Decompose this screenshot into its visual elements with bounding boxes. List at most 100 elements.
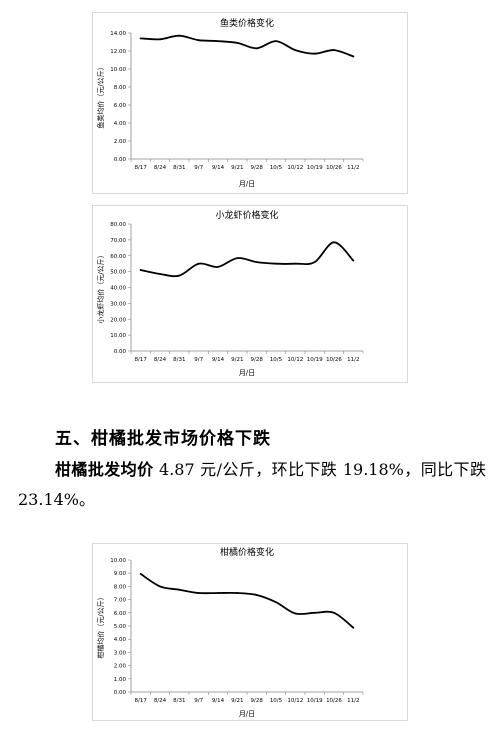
data-point <box>159 585 161 588</box>
citrus-summary-paragraph: 柑橘批发均价 4.87 元/公斤，环比下跌 19.18%，同比下跌 23.14%… <box>18 455 486 515</box>
data-point <box>217 40 219 42</box>
y-tick-label: 7.00 <box>114 598 127 604</box>
x-tick-label: 10/26 <box>326 165 342 171</box>
data-point <box>159 38 161 41</box>
x-tick-label: 11/2 <box>347 698 359 704</box>
y-tick-label: 2.00 <box>114 139 127 145</box>
data-point <box>294 612 297 615</box>
data-point <box>197 592 200 594</box>
data-point <box>255 594 258 596</box>
x-tick-label: 10/19 <box>307 698 323 704</box>
data-point <box>178 588 181 591</box>
x-tick-label: 9/7 <box>194 698 203 704</box>
data-point <box>236 257 239 260</box>
data-point <box>197 39 200 42</box>
data-point <box>255 261 258 263</box>
data-point <box>333 611 335 614</box>
data-point <box>352 259 355 262</box>
y-tick-label: 5.00 <box>114 624 127 630</box>
data-point <box>294 49 297 51</box>
data-point <box>159 273 161 275</box>
y-tick-label: 30.00 <box>110 301 126 307</box>
fish-price-chart-svg: 鱼类价格变化 0.00 2.00 4.00 6.00 8.00 10.00 12.00 14.0… <box>96 17 364 188</box>
y-tick-label: 4.00 <box>114 637 127 643</box>
data-point <box>352 55 355 58</box>
x-tick-label: 8/17 <box>134 165 147 171</box>
y-tick-label: 50.00 <box>110 270 126 276</box>
y-tick-label: 8.00 <box>114 584 127 590</box>
data-point <box>333 49 335 51</box>
y-tick-label: 2.00 <box>114 664 127 670</box>
y-tick-label: 0.00 <box>114 690 127 696</box>
data-point <box>236 592 239 594</box>
y-tick-label: 9.00 <box>114 571 127 577</box>
x-tick-label: 8/31 <box>173 165 185 171</box>
data-point <box>236 42 239 44</box>
y-tick-label: 20.00 <box>110 317 126 323</box>
y-tick-label: 60.00 <box>110 254 126 260</box>
section-heading: 五、柑橘批发市场价格下跌 <box>55 429 271 449</box>
y-axis-label: 鱼类均价（元/公斤） <box>96 63 105 128</box>
y-tick-label: 14.00 <box>110 31 126 37</box>
data-point <box>139 269 142 271</box>
y-tick-label: 70.00 <box>110 238 126 244</box>
x-tick-label: 9/28 <box>250 165 263 171</box>
x-tick-label: 10/19 <box>307 357 323 363</box>
series-line <box>139 573 355 629</box>
y-tick-label: 1.00 <box>114 677 127 683</box>
y-tick-label: 10.00 <box>110 333 126 339</box>
x-tick-label: 9/14 <box>212 165 225 171</box>
x-tick-label: 11/2 <box>347 357 359 363</box>
y-axis-label: 柑橘均价（元/公斤） <box>96 593 105 658</box>
y-tick-label: 12.00 <box>110 49 126 55</box>
x-tick-label: 8/24 <box>154 357 167 363</box>
citrus-price-chart-svg: 柑橘价格变化 0.00 1.00 2.00 3.00 4.00 5.00 6.00 7.00 8.… <box>96 546 364 718</box>
y-tick-label: 80.00 <box>110 222 126 228</box>
data-point <box>352 626 355 629</box>
x-axis-label: 月/日 <box>239 180 255 188</box>
x-tick-label: 10/12 <box>287 698 303 704</box>
y-tick-label: 6.00 <box>114 103 127 109</box>
y-tick-label: 3.00 <box>114 650 127 656</box>
x-tick-label: 8/17 <box>134 357 147 363</box>
data-point <box>255 47 258 50</box>
data-point <box>178 34 181 37</box>
data-point <box>313 52 316 55</box>
x-tick-label: 9/14 <box>212 698 225 704</box>
y-tick-label: 6.00 <box>114 611 127 617</box>
x-axis-label: 月/日 <box>239 369 255 377</box>
y-tick-label: 10.00 <box>110 67 126 73</box>
x-tick-label: 9/7 <box>194 357 203 363</box>
x-tick-label: 8/31 <box>173 357 185 363</box>
data-point <box>313 611 316 614</box>
y-tick-label: 8.00 <box>114 85 127 91</box>
x-tick-label: 11/2 <box>347 165 359 171</box>
data-point <box>197 262 200 265</box>
crayfish-price-chart-svg: 小龙虾价格变化 0.00 10.00 20.00 30.00 40.00 50.00 60.0… <box>96 209 364 377</box>
x-tick-label: 10/5 <box>270 357 283 363</box>
x-tick-label: 10/19 <box>307 165 323 171</box>
x-tick-label: 10/5 <box>270 698 283 704</box>
x-tick-label: 8/24 <box>154 165 167 171</box>
chart-title: 小龙虾价格变化 <box>215 209 278 221</box>
data-point <box>333 241 335 244</box>
y-tick-label: 40.00 <box>110 286 126 292</box>
data-point <box>139 37 142 40</box>
chart-title: 柑橘价格变化 <box>220 546 274 558</box>
data-point <box>217 592 219 594</box>
x-tick-label: 9/28 <box>250 698 263 704</box>
data-point <box>275 40 277 42</box>
x-tick-label: 9/21 <box>231 357 243 363</box>
series-line <box>139 241 355 278</box>
y-tick-label: 10.00 <box>110 558 126 564</box>
data-point <box>313 261 316 263</box>
chart-title: 鱼类价格变化 <box>220 17 274 29</box>
citrus-price-chart: 柑橘价格变化 0.00 1.00 2.00 3.00 4.00 5.00 6.00 7.00 8.… <box>92 543 408 721</box>
citrus-summary-lead: 柑橘批发均价 <box>55 460 154 479</box>
x-tick-label: 10/26 <box>326 357 342 363</box>
series-line <box>139 34 355 58</box>
x-tick-label: 10/12 <box>287 165 303 171</box>
x-tick-label: 8/31 <box>173 698 185 704</box>
x-axis-label: 月/日 <box>239 710 255 718</box>
x-tick-label: 8/17 <box>134 698 147 704</box>
